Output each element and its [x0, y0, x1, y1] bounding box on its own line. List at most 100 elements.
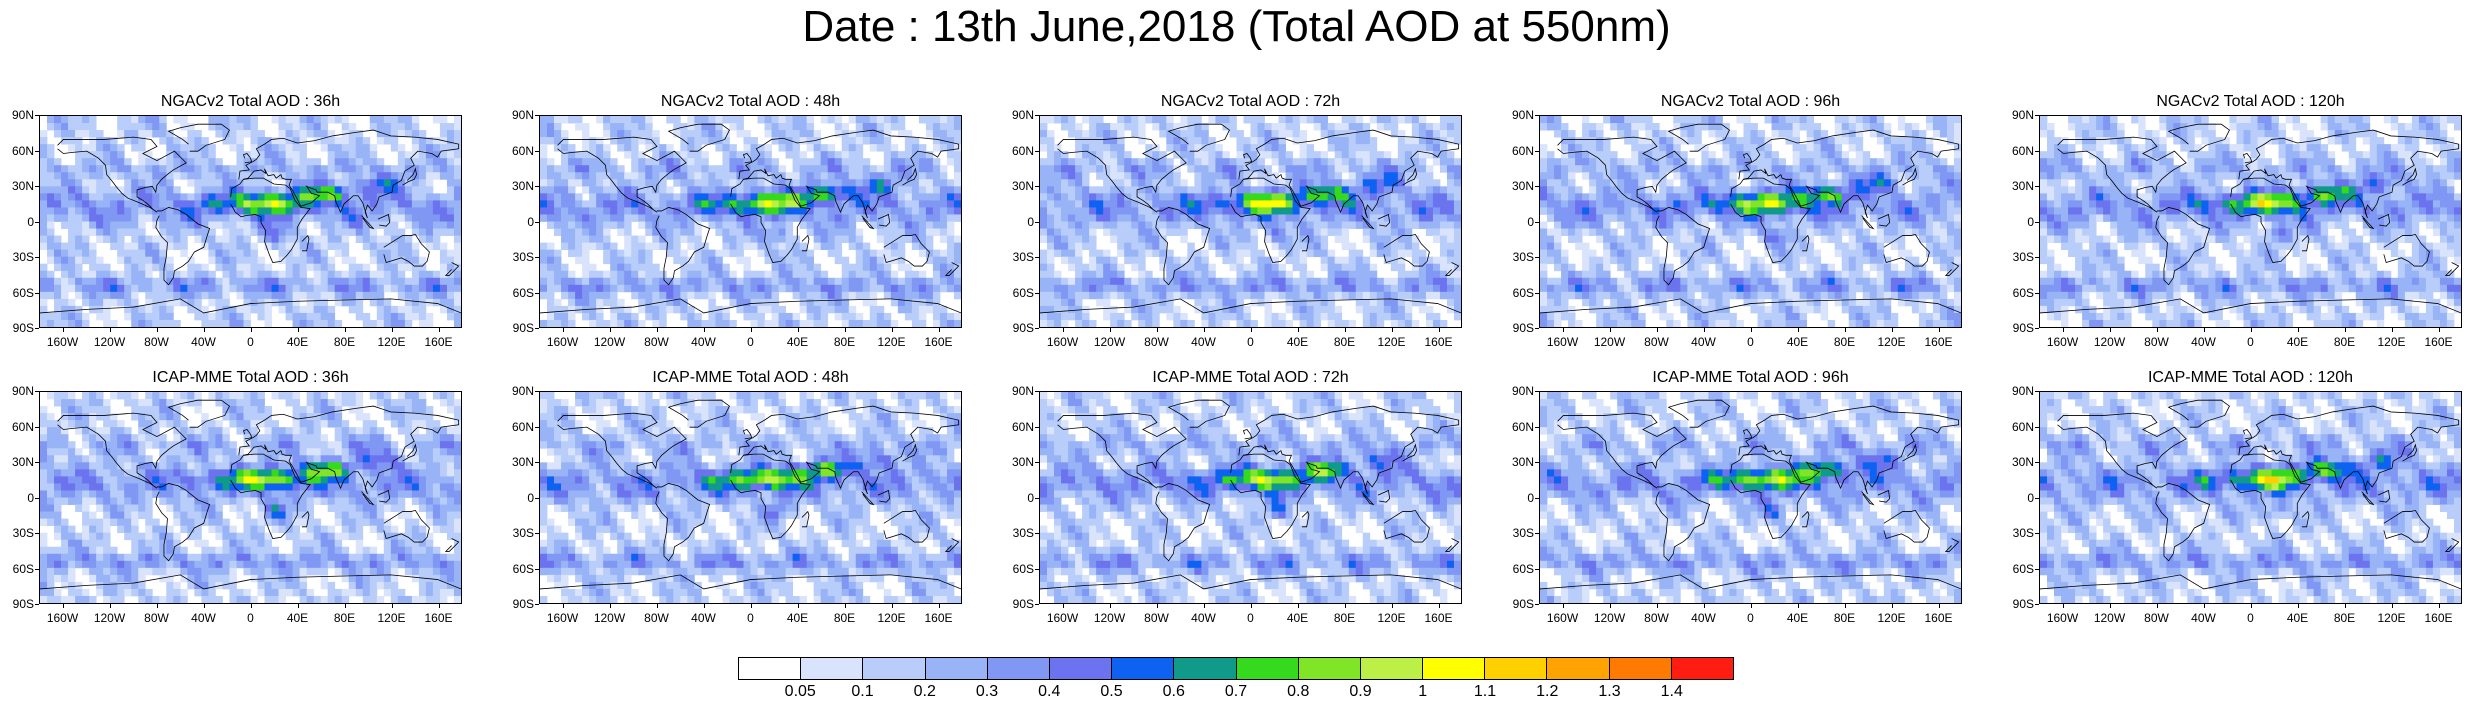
longitude-tick	[938, 604, 940, 608]
coastline	[2155, 207, 2211, 286]
colorbar-label: 0.8	[1287, 683, 1310, 700]
coastline	[730, 177, 811, 263]
aod-field	[540, 392, 961, 603]
longitude-tick-label: 160E	[1424, 335, 1453, 349]
longitude-tick	[2250, 604, 2252, 608]
longitude-tick-label: 40E	[286, 611, 309, 625]
coastline	[1877, 489, 1891, 503]
coastline	[1883, 233, 1930, 267]
latitude-tick	[35, 115, 39, 116]
longitude-tick	[1797, 604, 1799, 608]
coastline	[301, 510, 310, 528]
longitude-tick	[844, 604, 846, 608]
longitude-tick	[109, 328, 111, 332]
coastline	[1402, 167, 1417, 186]
latitude-tick-label: 30N	[1011, 455, 1034, 469]
coastline	[877, 489, 891, 503]
longitude-tick	[2203, 604, 2205, 608]
longitude-tick	[1109, 328, 1111, 332]
coastline	[1040, 574, 1461, 590]
coastline	[2383, 509, 2430, 543]
latitude-tick-label: 0	[527, 214, 534, 229]
latitude-tick-label: 90S	[512, 597, 534, 611]
latitude-tick	[535, 257, 539, 258]
coastline	[1155, 483, 1211, 562]
colorbar-label: 0.1	[851, 683, 874, 700]
longitude-tick-label: 160W	[546, 611, 579, 625]
longitude-tick	[2391, 328, 2393, 332]
latitude-tick-label: 0	[1027, 214, 1034, 229]
colorbar-segment	[1236, 658, 1299, 679]
colorbar-segment	[863, 658, 926, 679]
colorbar-label: 1.2	[1536, 683, 1559, 700]
longitude-tick	[2344, 604, 2346, 608]
latitude-tick	[35, 221, 39, 223]
latitude-tick-label: 60S	[1512, 285, 1534, 300]
latitude-tick-label: 30N	[511, 179, 534, 193]
longitude-tick-label: 40W	[1191, 611, 1216, 625]
longitude-tick-label: 120W	[93, 611, 126, 625]
coastline	[1155, 207, 1211, 286]
latitude-tick-label: 60S	[12, 561, 34, 576]
longitude-tick-label: 160E	[2424, 335, 2453, 349]
map-panel: NGACv2 Total AOD : 36h 90N 60N 30N 0 30S 60S 90…	[2, 92, 472, 350]
aod-grid-cells	[1540, 392, 1961, 603]
latitude-tick-label: 0	[2027, 490, 2034, 505]
coastline	[557, 412, 687, 489]
coastline	[944, 538, 960, 552]
longitude-tick-label: 120E	[1377, 335, 1406, 349]
coastline	[2057, 412, 2187, 489]
coastline	[2383, 233, 2430, 267]
latitude-tick	[1035, 292, 1039, 294]
coastline	[1944, 538, 1960, 552]
latitude-tick	[1035, 328, 1039, 329]
latitude-tick-label: 60N	[1011, 419, 1034, 434]
longitude-tick-label: 120W	[2093, 335, 2126, 349]
longitude-tick	[2250, 328, 2252, 332]
longitude-tick	[1891, 604, 1893, 608]
longitude-tick-label: 0	[1747, 611, 1754, 625]
coastlines	[1540, 399, 1961, 590]
longitude-tick	[1562, 328, 1564, 332]
latitude-tick	[1035, 391, 1039, 392]
coastlines	[1040, 399, 1461, 590]
longitude-tick-label: 0	[1247, 611, 1254, 625]
latitude-tick	[2035, 497, 2039, 499]
map-panel: NGACv2 Total AOD : 96h 90N 60N 30N 0 30S 60S 90…	[1502, 92, 1972, 350]
coastline	[2167, 399, 2230, 428]
latitude-tick-label: 60S	[512, 285, 534, 300]
latitude-tick	[2035, 604, 2039, 605]
longitude-tick	[562, 604, 564, 608]
latitude-tick-label: 90S	[512, 321, 534, 335]
longitude-tick	[609, 604, 611, 608]
longitude-tick	[1609, 604, 1611, 608]
longitude-tick-label: 80E	[2333, 611, 2356, 625]
colorbar-segment	[987, 658, 1050, 679]
colorbar-label: 0.4	[1038, 683, 1061, 700]
latitude-tick	[1535, 257, 1539, 258]
latitude-tick-label: 90S	[2012, 321, 2034, 335]
colorbar-label: 1.3	[1598, 683, 1621, 700]
coastline	[1040, 298, 1461, 314]
coastline	[738, 405, 960, 495]
longitude-tick-label: 160W	[1546, 335, 1579, 349]
longitude-tick-label: 120E	[1377, 611, 1406, 625]
longitude-tick-label: 120W	[1593, 335, 1626, 349]
longitude-tick	[1250, 604, 1252, 608]
longitude-tick	[2297, 604, 2299, 608]
latitude-tick	[1035, 462, 1039, 463]
longitude-tick	[203, 328, 205, 332]
latitude-tick-label: 60N	[11, 143, 34, 158]
latitude-tick-label: 30N	[11, 179, 34, 193]
longitude-tick-label: 120E	[2377, 335, 2406, 349]
colorbar-label: 0.05	[784, 683, 816, 700]
world-map	[539, 391, 962, 604]
latitude-tick-label: 60S	[512, 561, 534, 576]
colorbar-label: 0.3	[975, 683, 999, 700]
coastlines	[2040, 123, 2461, 314]
longitude-tick-label: 120W	[2093, 611, 2126, 625]
longitude-tick-label: 160W	[46, 611, 79, 625]
aod-grid-cells	[40, 116, 461, 327]
coastline	[902, 443, 917, 462]
coastline	[1383, 233, 1430, 267]
